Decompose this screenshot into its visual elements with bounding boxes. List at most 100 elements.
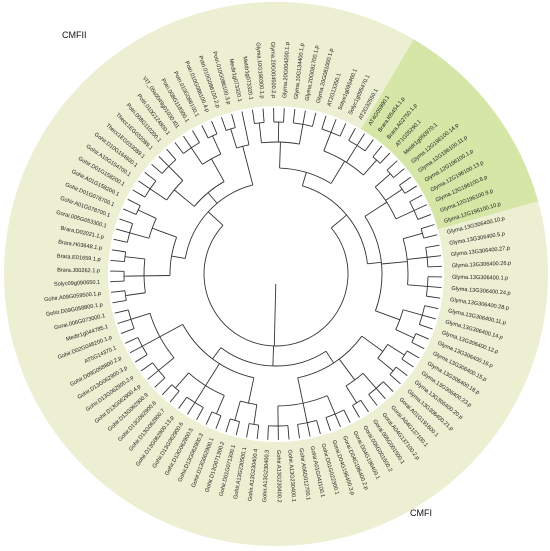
branch-line xyxy=(361,335,384,352)
branch-line xyxy=(123,208,137,215)
branch-line xyxy=(262,108,265,123)
branch-line xyxy=(395,329,415,339)
branch-arc xyxy=(399,185,406,194)
branch-line xyxy=(187,402,196,415)
branch-line xyxy=(409,194,423,203)
branch-line xyxy=(142,336,161,347)
branch-line xyxy=(135,354,148,363)
branch-line xyxy=(267,425,269,440)
branch-line xyxy=(406,350,420,359)
branch-line xyxy=(253,404,258,425)
branch-arc xyxy=(425,276,429,297)
branch-line xyxy=(225,418,231,433)
branch-line xyxy=(110,280,125,283)
branch-line xyxy=(221,117,227,131)
branch-line xyxy=(120,328,135,334)
branch-line xyxy=(385,188,403,201)
branch-line xyxy=(306,422,311,437)
branch-line xyxy=(348,128,356,141)
branch-arc xyxy=(411,333,417,343)
leaf-label: Brara.J00262.1.p xyxy=(57,268,100,275)
branch-line xyxy=(323,132,332,152)
branch-arc xyxy=(254,122,265,124)
branch-line xyxy=(117,318,132,324)
branch-line xyxy=(374,173,391,188)
branch-arc xyxy=(302,185,368,264)
branch-line xyxy=(372,145,383,158)
branch-line xyxy=(330,161,346,184)
branch-line xyxy=(140,362,153,372)
branch-line xyxy=(420,224,435,230)
branch-line xyxy=(381,261,408,265)
branch-line xyxy=(178,396,188,409)
clade-band-accent xyxy=(361,39,539,230)
branch-line xyxy=(283,108,285,123)
branch-line xyxy=(194,385,206,403)
branch-line xyxy=(377,357,394,372)
branch-line xyxy=(425,244,440,249)
branch-line xyxy=(272,345,275,366)
branch-line xyxy=(111,249,126,253)
branch-line xyxy=(298,124,304,145)
branch-line xyxy=(368,394,378,406)
branch-arc xyxy=(135,205,141,215)
leaf-label: Gohir.A13G230400.4 xyxy=(248,449,260,502)
branch-line xyxy=(158,156,170,167)
tree-branches xyxy=(110,108,442,440)
branch-arc xyxy=(277,395,328,407)
branch-line xyxy=(339,123,347,137)
branch-arc xyxy=(171,384,180,392)
branch-line xyxy=(343,409,351,423)
branch-arc xyxy=(161,159,177,174)
branch-line xyxy=(230,128,238,149)
branch-line xyxy=(316,420,321,435)
branch-line xyxy=(292,109,296,124)
branch-line xyxy=(110,290,125,293)
branch-arc xyxy=(389,366,397,375)
branch-arc xyxy=(152,362,166,379)
branch-line xyxy=(326,395,336,415)
branch-line xyxy=(248,377,255,404)
branch-line xyxy=(242,146,254,186)
branch-line xyxy=(330,214,347,229)
clade-bands xyxy=(4,2,548,547)
branch-line xyxy=(207,192,218,204)
branch-line xyxy=(407,256,428,260)
branch-line xyxy=(389,374,401,385)
branch-line xyxy=(235,421,240,436)
branch-line xyxy=(211,158,225,182)
branch-line xyxy=(424,305,439,310)
branch-arc xyxy=(372,156,381,164)
branch-line xyxy=(119,218,133,224)
branch-line xyxy=(407,284,428,287)
branch-line xyxy=(411,341,425,350)
branch-line xyxy=(297,424,301,439)
branch-line xyxy=(312,112,317,127)
branch-line xyxy=(149,188,167,201)
branch-line xyxy=(279,142,281,169)
branch-line xyxy=(325,417,331,431)
branch-arc xyxy=(124,290,127,301)
branch-line xyxy=(216,395,225,415)
clade-label-cmfii: CMFII xyxy=(62,30,87,40)
branch-line xyxy=(171,255,186,259)
branch-line xyxy=(364,139,374,152)
branch-line xyxy=(367,261,382,265)
branch-line xyxy=(287,425,290,440)
branch-line xyxy=(393,168,405,178)
branch-line xyxy=(174,142,184,154)
branch-line xyxy=(379,152,391,164)
branch-line xyxy=(362,372,377,389)
branch-line xyxy=(426,295,441,299)
clade-label-cmfi: CMFI xyxy=(410,508,432,518)
leaf-label: Glyma.13G306400.24.p xyxy=(451,286,511,297)
branch-line xyxy=(302,403,308,423)
branch-line xyxy=(251,109,255,124)
branch-line xyxy=(175,372,189,389)
branch-line xyxy=(345,385,358,404)
branch-arc xyxy=(418,305,426,325)
branch-line xyxy=(399,176,412,186)
branch-line xyxy=(297,377,304,404)
branch-line xyxy=(151,163,163,174)
